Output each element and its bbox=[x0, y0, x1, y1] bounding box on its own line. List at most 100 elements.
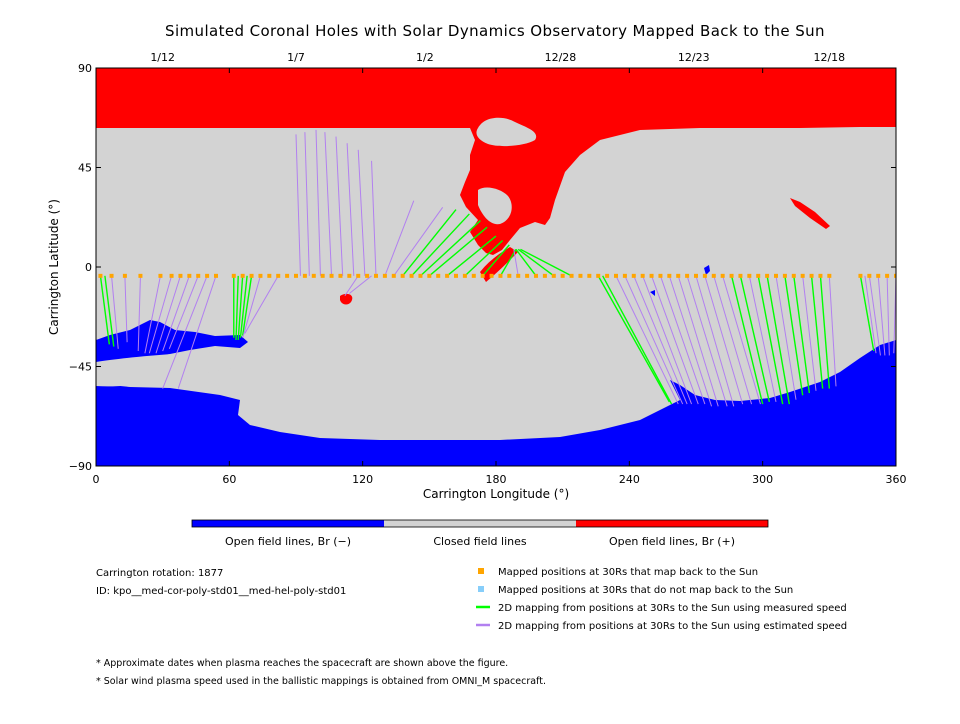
mapped-position-point bbox=[400, 273, 405, 278]
mapped-position-point bbox=[169, 273, 174, 278]
mapped-position-point bbox=[338, 273, 343, 278]
mapping-line-estimated bbox=[244, 275, 279, 334]
mapped-position-point bbox=[578, 273, 583, 278]
mapped-position-point bbox=[738, 273, 743, 278]
y-axis-label: Carrington Latitude (°) bbox=[47, 199, 61, 335]
mapped-position-point bbox=[551, 273, 556, 278]
mapped-position-point bbox=[249, 273, 254, 278]
mapping-line-estimated bbox=[124, 275, 128, 343]
mapped-position-point bbox=[774, 273, 778, 278]
mapping-line-estimated bbox=[242, 275, 261, 338]
mapped-position-point bbox=[138, 273, 143, 278]
legend-label: 2D mapping from positions at 30Rs to the… bbox=[498, 603, 847, 614]
mapped-position-point bbox=[294, 273, 298, 278]
mapping-line-estimated bbox=[344, 275, 359, 297]
mapping-line-estimated bbox=[775, 275, 797, 400]
mapping-line-measured bbox=[757, 275, 784, 405]
date-tick-label: 1/2 bbox=[416, 51, 434, 64]
mapping-line-estimated bbox=[695, 275, 735, 407]
rotation-info: Carrington rotation: 1877 bbox=[96, 568, 223, 579]
top-date-axis: 1/12 1/7 1/2 12/28 12/23 12/18 bbox=[150, 51, 845, 64]
mapping-line-estimated bbox=[722, 275, 761, 405]
mapped-position-point bbox=[525, 273, 530, 278]
legend-label: 2D mapping from positions at 30Rs to the… bbox=[498, 621, 847, 632]
legend: Mapped positions at 30Rs that map back t… bbox=[476, 567, 847, 632]
mapped-position-point bbox=[667, 273, 672, 278]
mapped-points bbox=[98, 273, 896, 278]
mapped-position-point bbox=[809, 273, 814, 278]
mapped-position-point bbox=[885, 273, 890, 278]
mapped-position-point bbox=[489, 273, 494, 278]
mapped-position-point bbox=[640, 273, 645, 278]
colorbar-label: Closed field lines bbox=[433, 535, 527, 548]
mapping-line-measured bbox=[810, 275, 824, 389]
mapping-line-estimated bbox=[677, 275, 719, 407]
mapping-line-measured bbox=[730, 275, 764, 405]
north-positive-coronal-hole bbox=[96, 68, 896, 255]
mapped-position-point bbox=[445, 273, 450, 278]
mapping-line-estimated bbox=[324, 132, 333, 276]
mapping-line-estimated bbox=[713, 275, 753, 405]
small-negative-spot-a bbox=[704, 265, 710, 275]
mapped-position-point bbox=[122, 273, 127, 278]
x-axis-label: Carrington Longitude (°) bbox=[423, 487, 569, 501]
mapped-position-point bbox=[187, 273, 192, 278]
mapping-line-measured bbox=[499, 248, 517, 277]
mapped-position-point bbox=[418, 273, 423, 278]
footnote-dates: * Approximate dates when plasma reaches … bbox=[96, 658, 508, 669]
mapping-line-estimated bbox=[349, 275, 372, 294]
mapping-line-estimated bbox=[748, 275, 777, 402]
mapping-line-estimated bbox=[642, 275, 693, 405]
date-tick-label: 1/12 bbox=[150, 51, 175, 64]
mapped-position-point bbox=[214, 273, 218, 278]
mapping-line-measured bbox=[104, 275, 115, 347]
closed-field-south-bulge bbox=[96, 351, 249, 387]
y-tick-label: 0 bbox=[85, 261, 92, 274]
date-tick-label: 1/7 bbox=[287, 51, 305, 64]
equatorial-positive-tongue bbox=[480, 247, 518, 282]
mapped-position-point bbox=[231, 273, 236, 278]
mapped-position-point bbox=[302, 273, 307, 278]
mapped-position-point bbox=[631, 273, 636, 278]
mapping-line-measured bbox=[237, 275, 244, 341]
mapped-position-point bbox=[507, 273, 512, 278]
mapping-line-measured bbox=[411, 213, 470, 277]
mapped-position-point bbox=[276, 273, 281, 278]
mapping-line-estimated bbox=[633, 275, 688, 405]
x-tick-label: 0 bbox=[93, 473, 100, 486]
colorbar-segment bbox=[576, 520, 768, 527]
mapping-line-estimated bbox=[615, 275, 679, 405]
closed-field-bay bbox=[478, 187, 512, 225]
x-axis: 0 60 120 180 240 300 360 bbox=[93, 68, 907, 486]
mapped-position-point bbox=[827, 273, 832, 278]
mapped-position-point bbox=[285, 273, 290, 278]
mapped-position-point bbox=[480, 273, 485, 278]
mapping-line-estimated bbox=[886, 275, 890, 356]
mapping-line-estimated bbox=[144, 275, 161, 354]
mapped-position-point bbox=[409, 273, 414, 278]
mapping-line-measured bbox=[428, 226, 488, 277]
mapped-position-point bbox=[240, 273, 245, 278]
mapped-position-point bbox=[791, 273, 796, 278]
mapping-line-measured bbox=[517, 248, 555, 277]
mapped-position-point bbox=[205, 273, 210, 278]
mapping-line-measured bbox=[235, 275, 239, 340]
positive-streak bbox=[790, 198, 830, 229]
mapping-line-estimated bbox=[137, 275, 141, 352]
model-id: ID: kpo__med-cor-poly-std01__med-hel-pol… bbox=[96, 586, 346, 597]
mapping-line-estimated bbox=[868, 275, 881, 356]
mapped-position-point bbox=[782, 273, 787, 278]
mapped-position-point bbox=[454, 273, 458, 278]
mapped-position-point bbox=[329, 273, 334, 278]
y-tick-label: 45 bbox=[78, 162, 92, 175]
mapped-position-point bbox=[196, 273, 201, 278]
date-tick-label: 12/23 bbox=[678, 51, 710, 64]
mapped-position-point bbox=[365, 273, 370, 278]
y-tick-label: 90 bbox=[78, 62, 92, 75]
mapped-position-point bbox=[605, 273, 610, 278]
mapping-line-estimated bbox=[346, 143, 355, 276]
mapped-position-point bbox=[258, 273, 263, 278]
mapped-position-point bbox=[685, 273, 690, 278]
mapping-line-measured bbox=[99, 275, 111, 345]
